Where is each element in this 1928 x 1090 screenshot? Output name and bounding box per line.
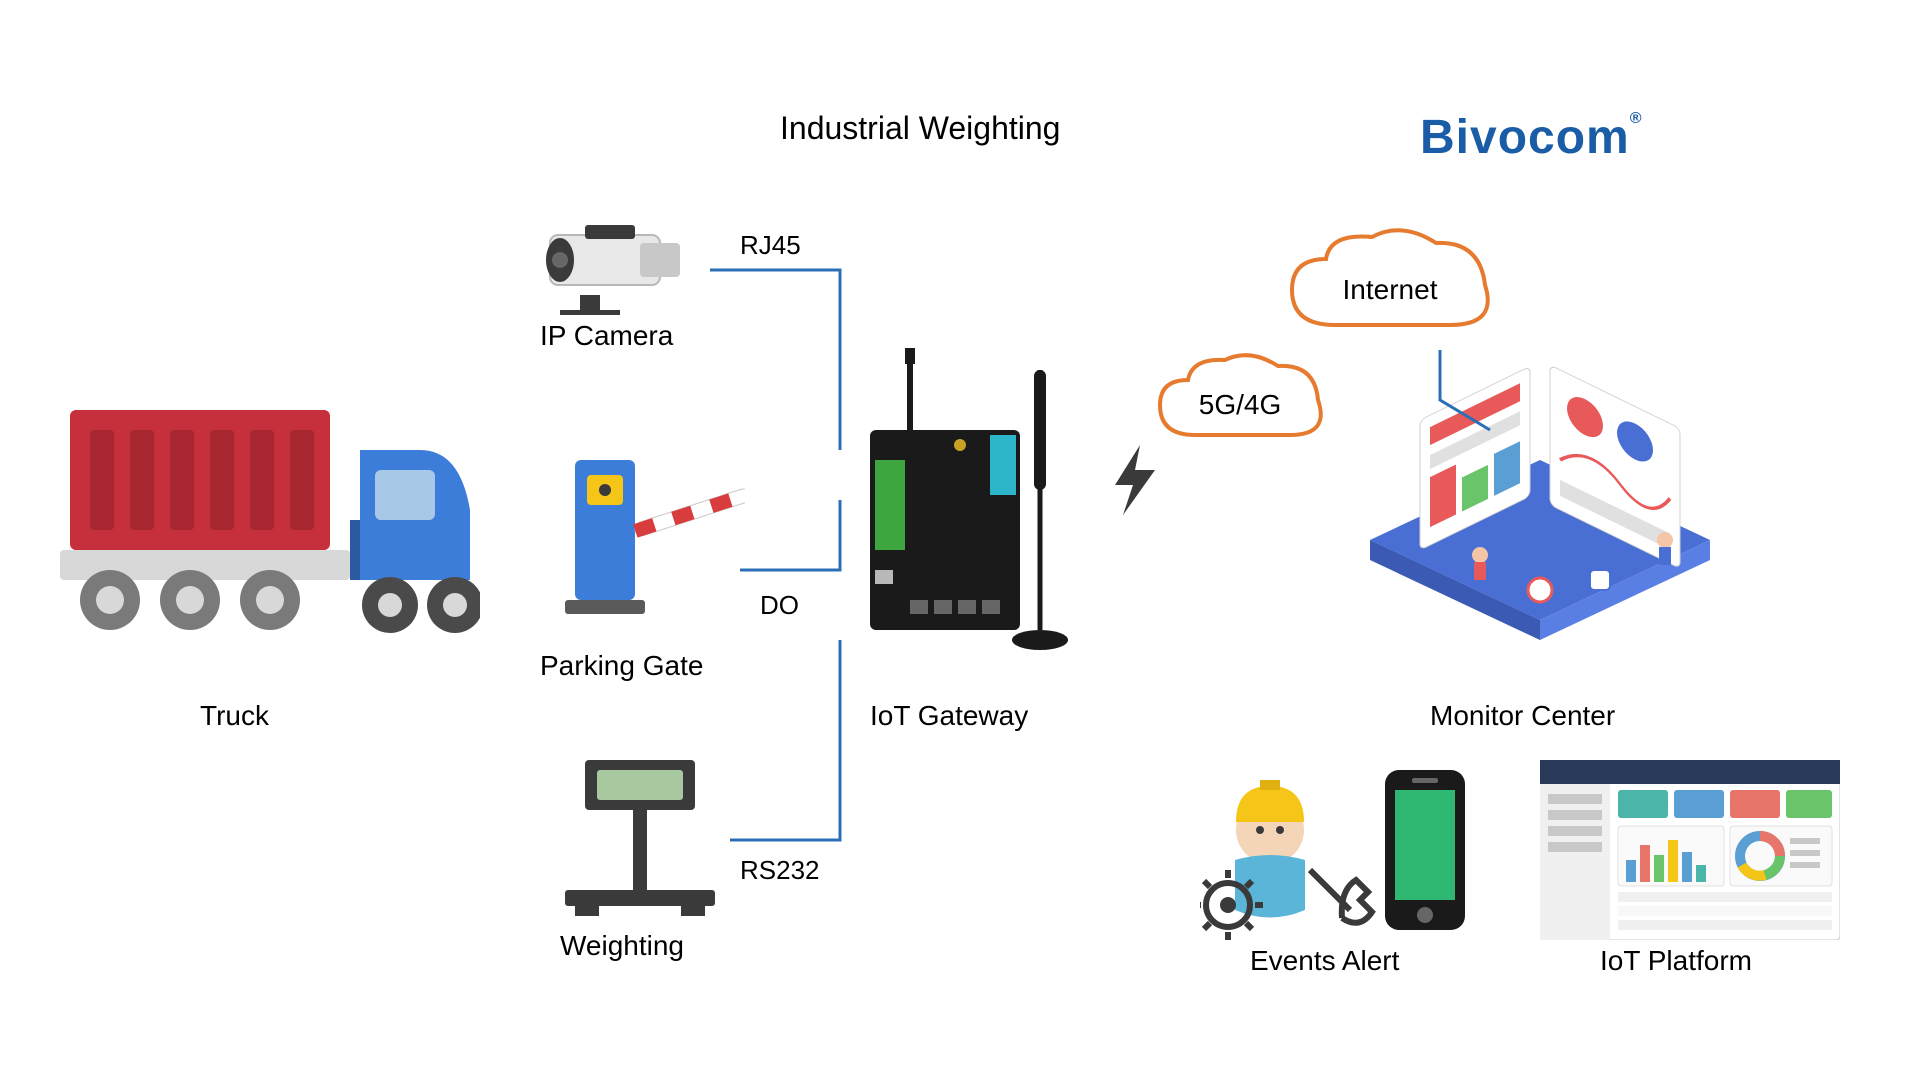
truck-label: Truck	[200, 700, 269, 732]
ip-camera-label: IP Camera	[540, 320, 673, 352]
monitor-center-label: Monitor Center	[1430, 700, 1615, 732]
iot-platform-label: IoT Platform	[1600, 945, 1752, 977]
parking-gate-label: Parking Gate	[540, 650, 703, 682]
monitor-center-icon	[1330, 340, 1750, 660]
iot-platform-icon	[1540, 760, 1840, 940]
events-alert-label: Events Alert	[1250, 945, 1399, 977]
weighting-icon	[555, 750, 725, 920]
weighting-label: Weighting	[560, 930, 684, 962]
rj45-label: RJ45	[740, 230, 801, 261]
wireless-bolt-icon	[1105, 440, 1165, 520]
parking-gate-icon	[555, 430, 745, 620]
rs232-label: RS232	[740, 855, 820, 886]
cloud-5g4g: 5G/4G	[1150, 350, 1330, 460]
brand-logo: Bivocom®	[1420, 110, 1643, 165]
iot-gateway-icon	[850, 340, 1130, 670]
ip-camera-icon	[540, 215, 700, 315]
cloud-internet: Internet	[1280, 225, 1500, 355]
iot-gateway-label: IoT Gateway	[870, 700, 1028, 732]
truck-icon	[60, 390, 480, 650]
diagram-title: Industrial Weighting	[780, 110, 1060, 147]
events-alert-icon	[1200, 760, 1470, 940]
do-label: DO	[760, 590, 799, 621]
